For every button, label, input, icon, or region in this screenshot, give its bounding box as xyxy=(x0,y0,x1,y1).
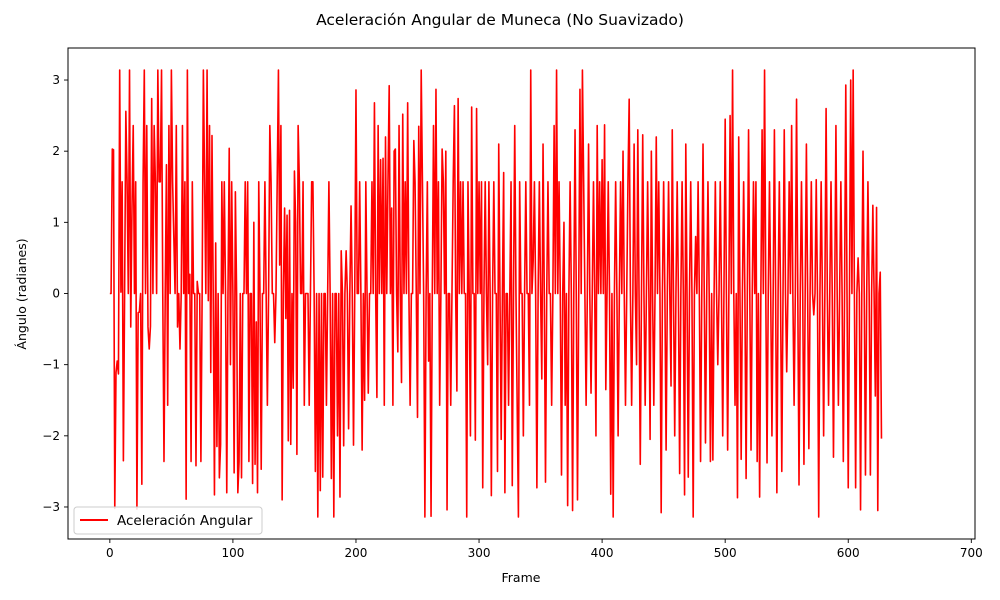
chart-title: Aceleración Angular de Muneca (No Suaviz… xyxy=(316,11,684,29)
x-tick-label: 600 xyxy=(837,546,860,560)
legend-box xyxy=(73,506,263,535)
x-axis-label: Frame xyxy=(502,570,541,585)
x-tick-label: 200 xyxy=(345,546,368,560)
plot-area xyxy=(109,69,883,518)
legend-label-aceleracion-angular: Aceleración Angular xyxy=(117,513,253,529)
y-tick-label: −3 xyxy=(42,500,60,514)
y-tick-label: 0 xyxy=(52,287,60,301)
y-tick-label: 3 xyxy=(52,73,60,87)
y-tick-label: −2 xyxy=(42,429,60,443)
x-tick-label: 400 xyxy=(591,546,614,560)
series-line-aceleracion-angular xyxy=(109,69,883,518)
x-tick-label: 100 xyxy=(221,546,244,560)
legend: Aceleración Angular xyxy=(73,506,263,535)
x-tick-label: 0 xyxy=(106,546,114,560)
x-tick-label: 500 xyxy=(714,546,737,560)
x-tick-label: 300 xyxy=(468,546,491,560)
y-tick-label: 2 xyxy=(52,144,60,158)
x-tick-label: 700 xyxy=(960,546,983,560)
y-axis-ticks: −3 −2 −1 0 1 2 3 xyxy=(42,73,68,514)
x-axis-ticks: 0 100 200 300 400 500 600 700 xyxy=(106,539,983,560)
y-tick-label: −1 xyxy=(42,358,60,372)
y-axis-label: Ángulo (radianes) xyxy=(14,238,29,349)
y-tick-label: 1 xyxy=(52,215,60,229)
